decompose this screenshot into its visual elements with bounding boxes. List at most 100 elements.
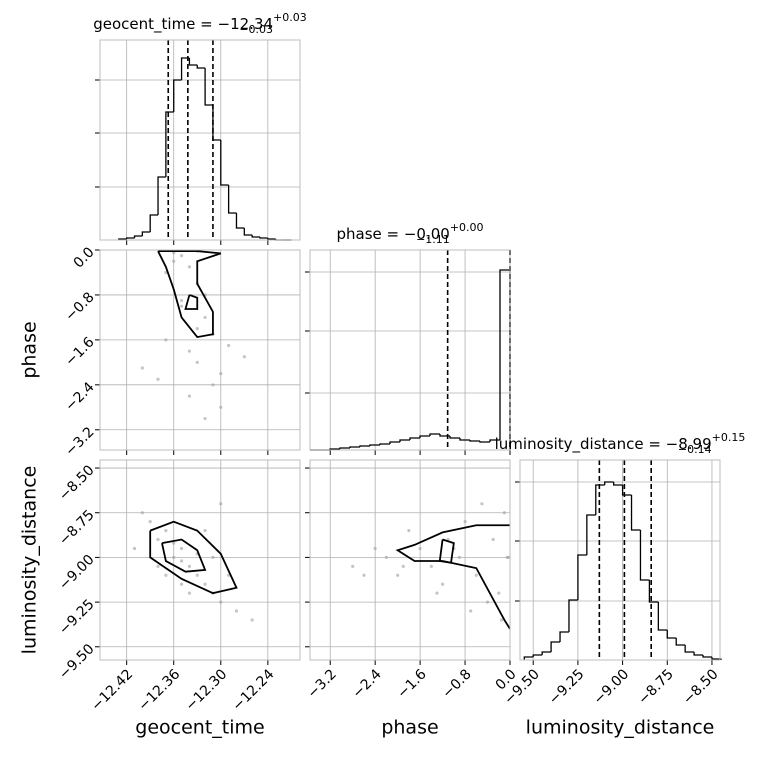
sample-point	[373, 546, 377, 551]
histogram-bin	[369, 444, 380, 446]
panel-frame	[99, 459, 301, 661]
histogram-bin	[379, 443, 390, 445]
sample-point	[502, 511, 506, 515]
panel-frame	[99, 249, 301, 451]
sample-point	[211, 555, 215, 560]
sample-point	[407, 528, 411, 533]
sample-point	[418, 546, 422, 551]
sample-point	[179, 582, 184, 586]
sample-point	[485, 600, 490, 604]
x-tick-label: −12.30	[182, 666, 230, 714]
sample-point	[401, 564, 405, 568]
histogram-bin	[675, 638, 686, 646]
histogram-bin	[639, 530, 650, 581]
sample-point	[211, 383, 215, 387]
sample-point	[435, 591, 439, 595]
sample-point	[497, 591, 501, 595]
sample-point	[179, 559, 184, 563]
y-tick-label: −9.00	[56, 552, 98, 594]
x-tick-label: −8.50	[680, 666, 722, 708]
panel-frame	[99, 39, 301, 241]
histogram-bin	[141, 231, 151, 236]
histogram-bin	[235, 213, 245, 229]
sample-point	[242, 355, 246, 359]
histogram-bin	[532, 654, 543, 657]
sample-point	[140, 366, 144, 370]
histogram-bin	[604, 481, 614, 485]
sample-point	[179, 254, 184, 258]
histogram-bin	[267, 238, 276, 240]
histogram-bin	[399, 439, 410, 442]
y-tick-label: −2.4	[62, 379, 97, 414]
contour	[438, 538, 455, 564]
title-upper: +0.15	[712, 431, 746, 444]
sample-point	[491, 537, 495, 542]
histogram-bin	[251, 235, 260, 238]
y-tick-label: 0.0	[71, 244, 98, 271]
histogram-bin	[204, 68, 213, 106]
x-tick-label: −3.2	[305, 666, 340, 701]
histogram-bin	[613, 482, 623, 486]
histogram-bin	[648, 580, 659, 603]
title-lower: −0.14	[678, 443, 712, 456]
y-tick-label: −1.6	[62, 334, 97, 369]
histogram-bin	[429, 433, 440, 436]
histogram-bin	[149, 214, 159, 232]
title-lower: −0.03	[239, 23, 273, 36]
histogram-bin	[550, 641, 561, 652]
sample-point	[156, 377, 160, 381]
sample-point	[179, 546, 184, 551]
sample-point	[463, 520, 467, 524]
histogram-bin	[196, 65, 206, 69]
sample-point	[234, 609, 239, 613]
sample-point	[195, 360, 199, 364]
x-tick-label: −0.8	[439, 666, 474, 701]
panel-title: phase = −0.00+0.00 −1.11	[336, 221, 483, 246]
histogram-bin	[586, 514, 596, 555]
sample-point	[219, 502, 223, 506]
panel-title: luminosity_distance = −8.99+0.15 −0.14	[495, 431, 746, 456]
histogram-bin	[523, 656, 534, 660]
sample-point	[179, 298, 184, 303]
histogram-bin	[188, 58, 198, 66]
histogram-bin	[359, 445, 370, 447]
sample-point	[156, 537, 160, 542]
histogram-bin	[621, 485, 632, 496]
histogram-bin	[349, 446, 360, 448]
histogram-bin	[702, 655, 712, 658]
histogram-bin	[469, 440, 480, 442]
histogram-bin	[459, 438, 470, 441]
x-tick-label: −8.75	[635, 666, 677, 708]
sample-point	[164, 573, 168, 577]
x-tick-label: −2.4	[349, 666, 384, 701]
histogram-bin	[389, 441, 400, 444]
contour	[184, 294, 199, 310]
sample-point	[187, 564, 192, 568]
x-tick-label: −12.42	[88, 666, 136, 714]
sample-point	[172, 541, 176, 545]
sample-point	[429, 564, 433, 568]
histogram-bin	[339, 447, 350, 449]
title-upper: +0.00	[450, 221, 484, 234]
histogram-bin	[126, 237, 135, 239]
histogram-bin	[419, 435, 430, 438]
y-tick-label: −3.2	[62, 424, 97, 459]
sample-point	[227, 343, 231, 348]
sample-point	[187, 349, 192, 353]
x-tick-label: −12.36	[135, 666, 183, 714]
histogram-bin	[409, 437, 420, 440]
histogram-bin	[165, 111, 174, 177]
contour	[149, 520, 238, 595]
title-upper: +0.03	[273, 11, 307, 24]
y-tick-label: −0.8	[62, 289, 97, 324]
sample-point	[203, 315, 207, 320]
x-tick-label: −9.25	[546, 666, 588, 708]
histogram-bin	[559, 631, 569, 642]
sample-point	[362, 573, 366, 577]
histogram-bin	[630, 495, 641, 531]
histogram-bin	[439, 434, 450, 437]
sample-point	[140, 511, 144, 515]
contour	[157, 250, 222, 339]
